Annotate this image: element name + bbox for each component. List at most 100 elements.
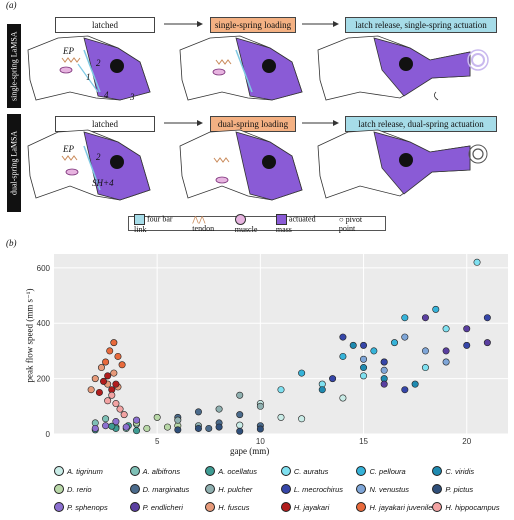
annot-ep-2: EP: [63, 144, 74, 154]
x-axis-label: gape (mm): [230, 446, 270, 456]
legend-dot: [129, 484, 140, 494]
data-point: [339, 352, 347, 360]
legend-item: C. pelloura: [356, 462, 432, 480]
y-tick-label: 400: [37, 319, 51, 328]
data-point: [112, 418, 120, 426]
data-point: [483, 314, 491, 322]
legend-label: A. ocellatus: [218, 466, 257, 476]
legend-label: A. albifrons: [142, 466, 181, 476]
legend-muscle: muscle: [234, 213, 270, 234]
legend-label: N. venustus: [369, 484, 410, 494]
data-point: [118, 361, 126, 369]
legend-item: H. fuscus: [205, 498, 281, 516]
data-point: [339, 333, 347, 341]
data-point: [205, 424, 213, 432]
data-point: [236, 411, 244, 419]
data-point: [102, 415, 110, 423]
legend-four-bar: four bar link: [134, 213, 173, 234]
legend-label: C. viridis: [445, 466, 475, 476]
data-point: [215, 405, 223, 413]
plot-area: [54, 254, 508, 434]
legend-dot: [280, 466, 291, 476]
data-point: [153, 413, 161, 421]
panel-b-label: (b): [6, 238, 17, 248]
data-point: [277, 386, 285, 394]
legend-label: P. pictus: [445, 484, 474, 494]
data-point: [380, 366, 388, 374]
legend-item: C. auratus: [280, 462, 357, 480]
legend-label: C. pelloura: [369, 466, 406, 476]
legend-label: H. pulcher: [218, 484, 253, 494]
data-point: [349, 341, 357, 349]
legend-dot: [205, 502, 216, 512]
legend-item: H. pulcher: [205, 480, 281, 498]
data-point: [102, 358, 110, 366]
data-point: [110, 339, 118, 347]
legend-item: P. pictus: [432, 480, 508, 498]
data-point: [97, 364, 105, 372]
row1-head-2: [179, 35, 303, 101]
legend-item: H. jayakari juvenile: [356, 498, 432, 516]
data-point: [390, 339, 398, 347]
data-point: [421, 314, 429, 322]
legend-label: H. jayakari juvenile: [369, 502, 433, 512]
data-point: [411, 380, 419, 388]
data-point: [421, 364, 429, 372]
row1-stage-3: latch release, single-spring actuation: [345, 17, 497, 33]
legend-dot: [54, 466, 64, 476]
data-point: [164, 423, 172, 431]
legend-item: P. sphenops: [54, 498, 130, 516]
annot-sh: SH+4: [92, 178, 114, 188]
data-point: [116, 405, 124, 413]
data-point: [104, 372, 112, 380]
annot-2-row2: 2: [96, 152, 101, 162]
panel-a-legend: four bar link ⋀⋀ tendon muscle actuated …: [128, 213, 386, 234]
x-tick-label: 15: [359, 437, 368, 446]
data-point: [380, 380, 388, 388]
annot-1: 1: [86, 72, 91, 82]
data-point: [91, 375, 99, 383]
legend-dot: [280, 484, 291, 494]
data-point: [95, 388, 103, 396]
y-tick-label: 600: [37, 264, 51, 273]
legend-label: D. rerio: [67, 484, 92, 494]
data-point: [110, 369, 118, 377]
row2-head-2: [179, 129, 303, 201]
legend-label: L. mecrochirus: [293, 484, 344, 494]
legend-dot: [356, 466, 367, 476]
data-point: [91, 424, 99, 432]
data-point: [174, 416, 182, 424]
annot-ep: EP: [63, 46, 74, 56]
data-point: [194, 424, 202, 432]
row2-head-3: [317, 129, 488, 199]
legend-dot: [129, 466, 140, 476]
data-point: [256, 425, 264, 433]
legend-label: H. jayakari: [293, 502, 330, 512]
species-legend: A. tigrinum A. albifrons A. ocellatus C. au…: [54, 462, 508, 518]
data-point: [112, 380, 120, 388]
data-point: [114, 352, 122, 360]
data-point: [100, 377, 108, 385]
legend-label: A. tigrinum: [67, 466, 103, 476]
data-point: [442, 358, 450, 366]
legend-item: P. endlicheri: [129, 498, 206, 516]
row2-stage-1: latched: [55, 116, 155, 132]
data-point: [102, 422, 110, 430]
legend-label: P. endlicheri: [142, 502, 183, 512]
data-point: [87, 386, 95, 394]
row2-head-1: [27, 129, 151, 201]
legend-item: A. albifrons: [129, 462, 206, 480]
data-point: [329, 375, 337, 383]
y-tick-label: 200: [37, 375, 51, 384]
y-tick-label: 0: [46, 430, 51, 439]
data-point: [463, 341, 471, 349]
data-point: [174, 426, 182, 434]
data-point: [360, 355, 368, 363]
data-point: [106, 347, 114, 355]
lamsa-diagram: [27, 21, 489, 201]
data-point: [401, 333, 409, 341]
legend-label: H. hippocampus: [445, 502, 500, 512]
legend-item: H. hippocampus: [432, 498, 508, 516]
data-point: [380, 358, 388, 366]
data-point: [463, 325, 471, 333]
